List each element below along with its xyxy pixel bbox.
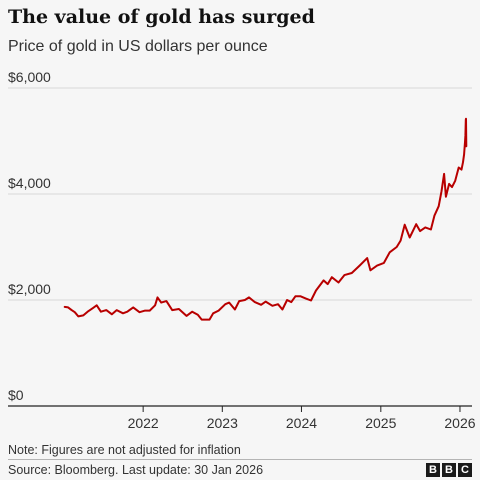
chart-title: The value of gold has surged <box>8 6 315 28</box>
logo-letter: B <box>426 463 440 477</box>
y-tick-label: $2,000 <box>8 281 51 297</box>
bbc-logo: B B C <box>426 463 472 477</box>
y-tick-label: $4,000 <box>8 175 51 191</box>
series-lines <box>63 117 468 321</box>
x-tick-label: 2024 <box>286 415 317 431</box>
x-tick-label: 2025 <box>365 415 396 431</box>
grid-lines <box>8 87 472 301</box>
x-tick-label: 2022 <box>128 415 159 431</box>
x-tick-label: 2023 <box>207 415 238 431</box>
y-tick-label: $6,000 <box>8 69 51 85</box>
x-tick-label: 2026 <box>444 415 475 431</box>
footer-divider <box>8 459 472 460</box>
logo-letter: C <box>458 463 472 477</box>
gold-price-line <box>63 117 468 321</box>
x-axis: 2022 2023 2024 2025 2026 <box>8 405 476 431</box>
y-axis-labels: $0 $2,000 $4,000 $6,000 <box>8 69 51 403</box>
logo-letter: B <box>442 463 456 477</box>
y-tick-label: $0 <box>8 387 24 403</box>
gold-price-chart: $0$2,000$4,000$6,000 2022 2023 2024 2025 202… <box>8 69 476 431</box>
footnote: Note: Figures are not adjusted for infla… <box>8 443 241 457</box>
source-credit: Source: Bloomberg. Last update: 30 Jan 2… <box>8 463 264 477</box>
chart-subtitle: Price of gold in US dollars per ounce <box>8 38 268 55</box>
